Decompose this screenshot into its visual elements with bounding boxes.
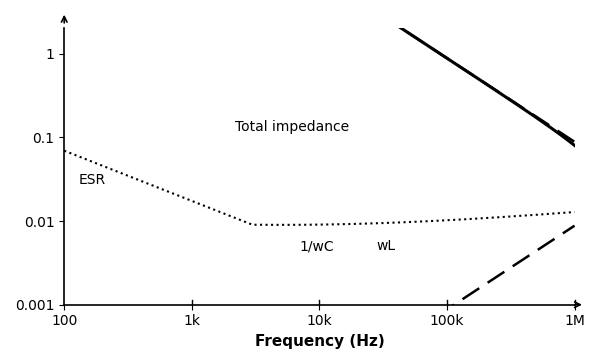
Text: ESR: ESR: [79, 173, 106, 187]
X-axis label: Frequency (Hz): Frequency (Hz): [254, 334, 384, 349]
Text: 1/wC: 1/wC: [299, 239, 334, 253]
Text: Total impedance: Total impedance: [235, 120, 350, 134]
Text: wL: wL: [376, 239, 395, 253]
